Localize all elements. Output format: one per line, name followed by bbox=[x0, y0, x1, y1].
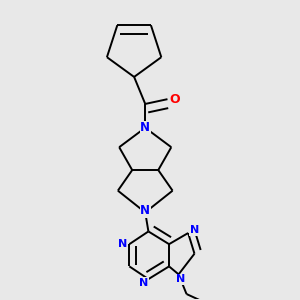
Text: N: N bbox=[176, 274, 185, 284]
Text: O: O bbox=[169, 93, 180, 106]
Text: N: N bbox=[139, 278, 148, 288]
Text: N: N bbox=[140, 204, 150, 217]
Text: N: N bbox=[140, 121, 150, 134]
Text: N: N bbox=[190, 226, 199, 236]
Text: N: N bbox=[118, 239, 127, 249]
